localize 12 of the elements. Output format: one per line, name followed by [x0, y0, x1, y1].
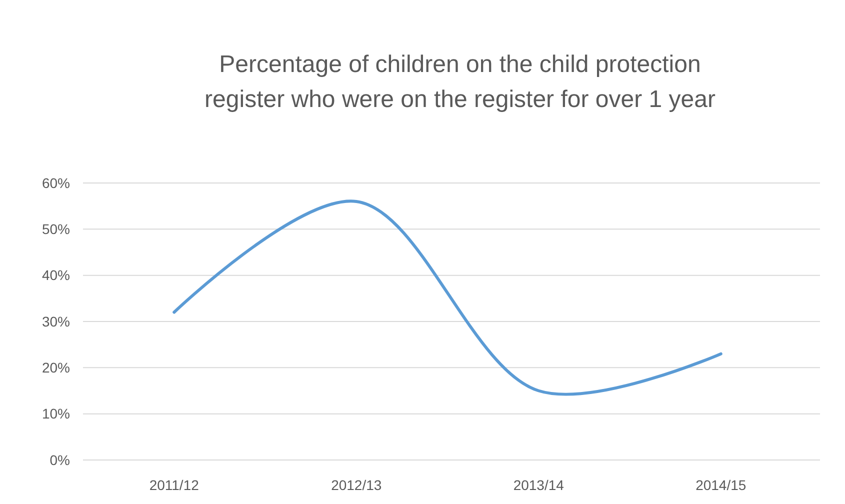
x-tick-label: 2011/12	[149, 477, 200, 493]
x-tick-label: 2012/13	[331, 477, 382, 493]
x-tick-label: 2013/14	[513, 477, 564, 493]
y-tick-label: 50%	[42, 221, 70, 238]
chart-title: Percentage of children on the child protection register who were on the register for over 1 year	[204, 51, 716, 113]
y-tick-label: 20%	[42, 360, 70, 376]
y-tick-label: 40%	[42, 267, 70, 284]
y-tick-label: 30%	[42, 313, 70, 330]
x-tick-label: 2014/15	[696, 477, 746, 493]
y-tick-label: 60%	[42, 174, 70, 191]
y-tick-label: 0%	[50, 452, 70, 468]
y-tick-label: 10%	[42, 406, 70, 422]
